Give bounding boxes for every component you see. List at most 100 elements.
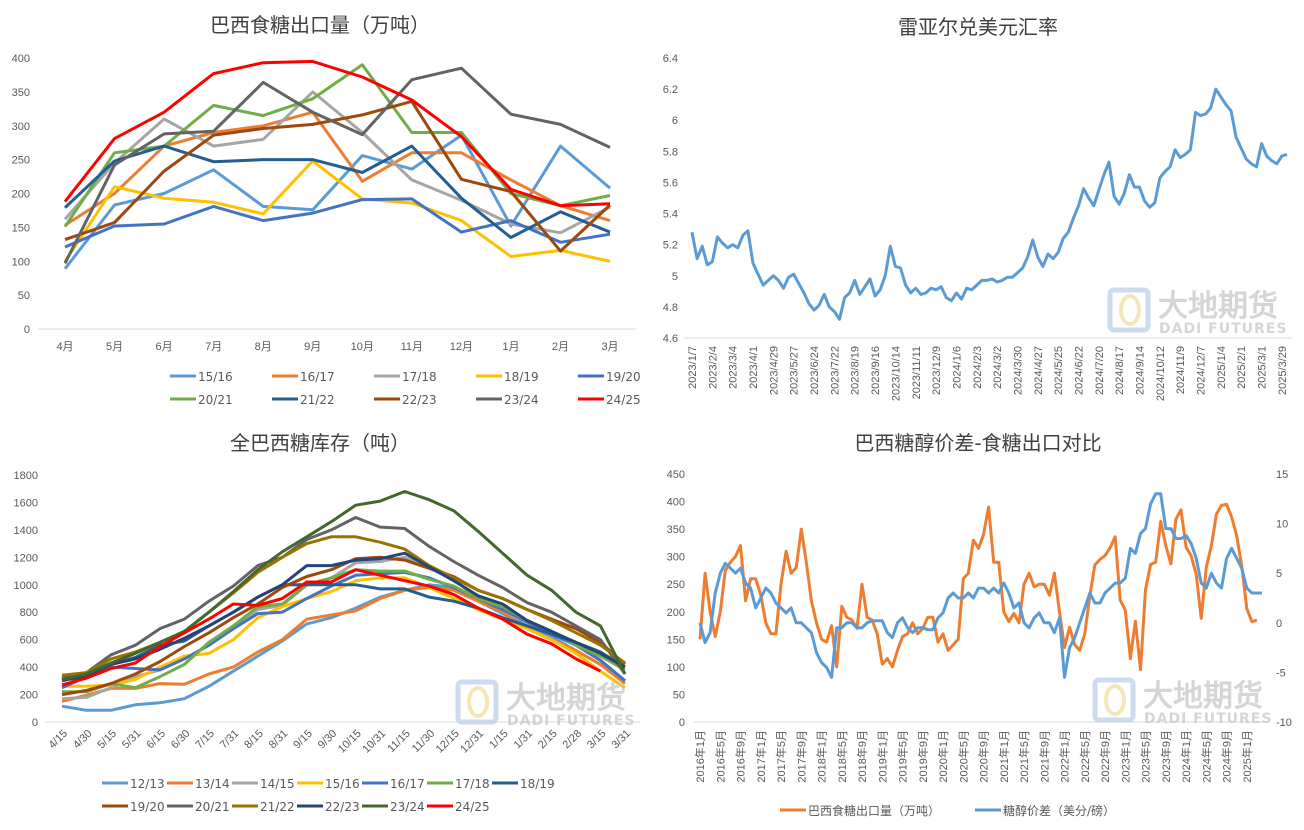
x-tick-label: 12/15: [434, 728, 462, 756]
y-tick-label: 600: [20, 635, 38, 647]
x-tick-label: 2024/12/7: [1196, 346, 1208, 395]
y-tick-label: 5.6: [663, 177, 678, 189]
x-tick-label: 6月: [156, 341, 173, 353]
watermark-logo-icon: [1092, 677, 1136, 723]
y2-tick-label: 10: [1276, 519, 1288, 531]
x-tick-label: 2024/1/6: [951, 346, 963, 389]
watermark-logo-icon: [1104, 684, 1126, 716]
x-tick-label: 12/31: [458, 728, 486, 756]
x-tick-label: 2016年9月: [734, 730, 748, 783]
y-tick-label: 50: [673, 689, 685, 701]
x-tick-label: 5/15: [95, 728, 119, 752]
x-tick-label: 2022年1月: [1058, 730, 1072, 783]
y2-tick-label: -10: [1276, 717, 1292, 729]
series-line-BRL-USD: [690, 87, 1288, 321]
x-tick-label: 10月: [351, 341, 374, 353]
y-tick-label: 200: [12, 189, 30, 201]
y-tick-label: 0: [32, 717, 38, 729]
x-tick-label: 2023年1月: [1118, 730, 1132, 783]
x-tick-label: 2023/3/4: [728, 346, 740, 389]
legend-label: 23/24: [390, 800, 425, 814]
y-tick-label: 1400: [14, 525, 38, 537]
x-tick-label: 2019年5月: [896, 730, 910, 783]
x-tick-label: 2025/2/1: [1236, 346, 1248, 389]
x-tick-label: 2024年5月: [1199, 730, 1213, 783]
legend-label: 20/21: [195, 800, 230, 814]
watermark-cn: 大地期货: [1143, 679, 1263, 714]
chart-title: 巴西糖醇价差-食糖出口对比: [854, 431, 1101, 455]
legend-label: 18/19: [504, 370, 539, 384]
y-tick-label: 400: [667, 497, 685, 509]
y-tick-label: 6.4: [663, 53, 678, 65]
chart-title: 巴西食糖出口量（万吨）: [210, 13, 430, 37]
x-tick-label: 2024/3/2: [992, 346, 1004, 389]
legend-label: 22/23: [402, 393, 437, 407]
x-tick-label: 2016年5月: [713, 730, 727, 783]
y-tick-label: 0: [679, 717, 685, 729]
x-tick-label: 8/15: [242, 728, 266, 752]
legend-label: 19/20: [606, 370, 641, 384]
x-tick-label: 2024年9月: [1220, 730, 1234, 783]
x-tick-label: 9月: [304, 341, 321, 353]
watermark-cn: 大地期货: [1158, 289, 1278, 324]
legend-label: 17/18: [455, 777, 490, 791]
x-tick-label: 2023/8/19: [850, 346, 862, 395]
x-tick-label: 2016年1月: [693, 730, 707, 783]
series-line-18-19: [63, 159, 611, 263]
watermark-logo-icon: [455, 679, 499, 725]
x-tick-label: 2018年9月: [855, 730, 869, 783]
x-tick-label: 4/15: [46, 728, 70, 752]
x-tick-label: 1/31: [512, 728, 536, 752]
x-tick-label: 11/15: [385, 728, 412, 755]
x-tick-label: 8/31: [267, 728, 291, 752]
x-tick-label: 2024/2/3: [972, 346, 984, 389]
x-tick-label: 2020年1月: [936, 730, 950, 783]
y-tick-label: 350: [12, 87, 30, 99]
x-tick-label: 5/31: [120, 728, 144, 752]
series-line-19-20: [64, 197, 611, 249]
legend-label: 16/17: [300, 370, 335, 384]
x-tick-label: 2023/10/14: [890, 346, 902, 401]
legend-label: 22/23: [325, 800, 360, 814]
y-tick-label: 0: [24, 324, 30, 336]
x-tick-label: 2022年5月: [1078, 730, 1092, 783]
x-tick-label: 2024/8/17: [1114, 346, 1126, 395]
x-tick-label: 2023/9/16: [870, 346, 882, 395]
x-tick-label: 2023年5月: [1139, 730, 1153, 783]
x-tick-label: 4/30: [71, 728, 95, 752]
x-tick-label: 2019年9月: [916, 730, 930, 783]
x-tick-label: 2024/5/25: [1053, 346, 1065, 395]
y-tick-label: 6.2: [663, 84, 678, 96]
x-tick-label: 6/15: [144, 728, 168, 752]
legend-label: 23/24: [504, 393, 539, 407]
x-tick-label: 5月: [106, 341, 123, 353]
x-tick-label: 2/28: [561, 728, 585, 752]
y-tick-label: 400: [12, 53, 30, 65]
x-tick-label: 6/30: [169, 728, 193, 752]
legend-label: 24/25: [606, 393, 641, 407]
series-line------------: [698, 502, 1258, 672]
x-tick-label: 11/30: [410, 728, 437, 755]
x-tick-label: 2020年9月: [977, 730, 991, 783]
x-tick-label: 2017年5月: [774, 730, 788, 783]
y2-tick-label: 0: [1276, 618, 1282, 630]
x-tick-label: 2023/4/1: [748, 346, 760, 389]
watermark-en: DADI FUTURES: [507, 713, 635, 729]
series-line-18-19: [61, 583, 626, 681]
y-tick-label: 100: [12, 256, 30, 268]
chart-title: 全巴西糖库存（吨）: [230, 431, 410, 455]
y-tick-label: 250: [667, 579, 685, 591]
x-tick-label: 2024/3/30: [1012, 346, 1024, 395]
y-tick-label: 400: [20, 662, 38, 674]
x-tick-label: 8月: [255, 341, 272, 353]
x-tick-label: 2019年1月: [875, 730, 889, 783]
x-tick-label: 3/31: [609, 728, 633, 752]
x-tick-label: 7/15: [193, 728, 217, 752]
legend-label: 15/16: [198, 370, 233, 384]
y-tick-label: 200: [20, 690, 38, 702]
y2-tick-label: 15: [1276, 469, 1288, 481]
y-tick-label: 200: [667, 607, 685, 619]
x-tick-label: 2018年1月: [815, 730, 829, 783]
